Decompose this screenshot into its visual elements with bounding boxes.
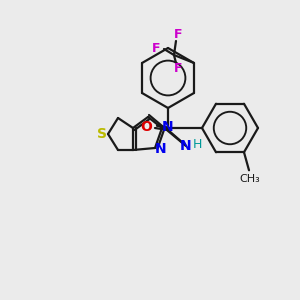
Text: N: N	[162, 120, 174, 134]
Text: O: O	[140, 120, 152, 134]
Text: H: H	[192, 139, 202, 152]
Text: N: N	[155, 142, 167, 156]
Text: F: F	[152, 43, 160, 56]
Text: N: N	[180, 139, 192, 153]
Text: F: F	[174, 62, 182, 76]
Text: S: S	[97, 127, 107, 141]
Text: CH₃: CH₃	[240, 174, 260, 184]
Text: F: F	[174, 28, 182, 41]
